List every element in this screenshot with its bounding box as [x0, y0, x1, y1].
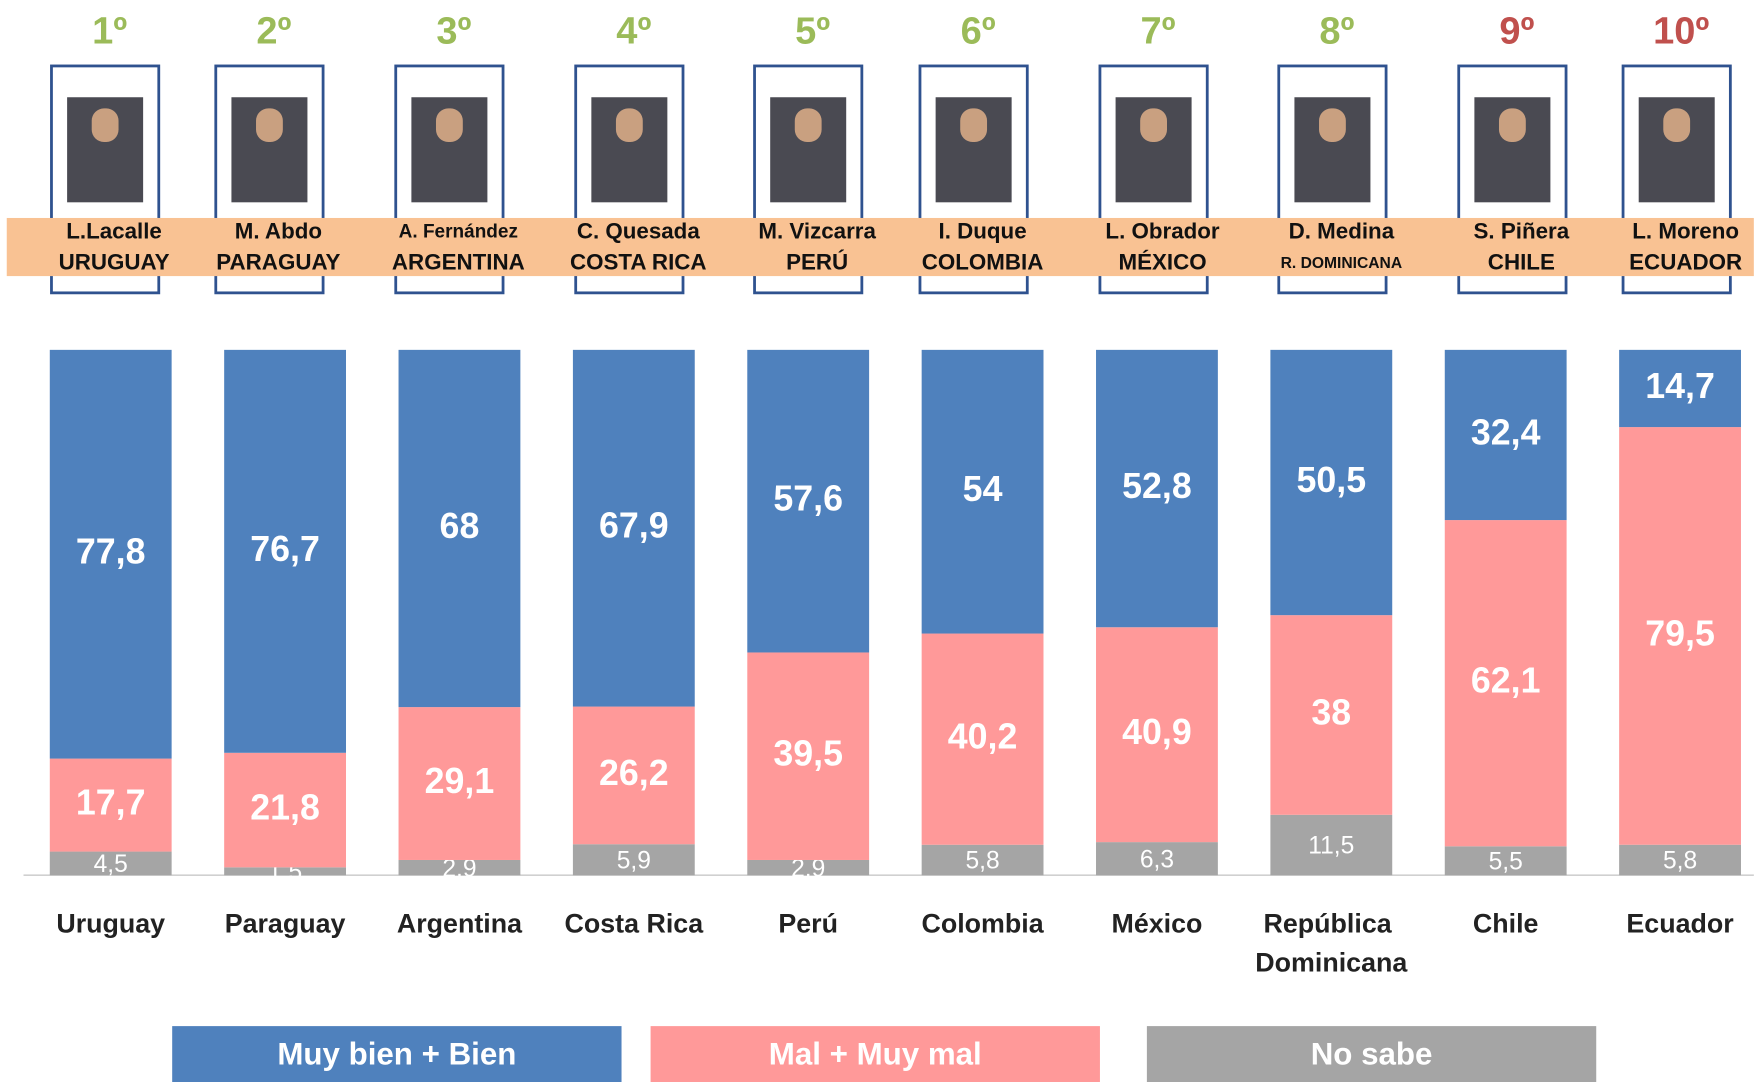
x-tick-label: Uruguay [56, 909, 165, 939]
data-label: 11,5 [1308, 833, 1354, 860]
leader-name: M. Vizcarra [758, 218, 876, 243]
x-tick-label: Ecuador [1626, 909, 1734, 939]
x-tick-label: Costa Rica [565, 909, 705, 939]
portrait-face [1319, 108, 1346, 142]
leader-country: PERÚ [786, 250, 848, 275]
portrait-face [960, 108, 987, 142]
portrait-face [256, 108, 283, 142]
portrait-face [436, 108, 463, 142]
data-label: 76,7 [250, 529, 320, 569]
chart: 1º 2º 3º 4º 5º 6º 7º 8º 9º 10º L.Lacalle URUGUAY M. … [0, 0, 1755, 1082]
portrait-face [795, 108, 822, 142]
leader-name: D. Medina [1289, 218, 1395, 243]
leader-country: MÉXICO [1118, 250, 1206, 275]
data-label: 67,9 [599, 506, 669, 546]
data-label: 26,2 [599, 753, 669, 793]
page: 1º 2º 3º 4º 5º 6º 7º 8º 9º 10º L.Lacalle URUGUAY M. … [0, 0, 1755, 1082]
rank: 9º [1499, 11, 1534, 53]
leader-name: L. Moreno [1632, 218, 1739, 243]
rank: 4º [616, 11, 651, 53]
data-label: 40,2 [948, 717, 1018, 757]
rank: 6º [961, 11, 996, 53]
leader-name: I. Duque [938, 218, 1026, 243]
data-label: 79,5 [1645, 613, 1715, 653]
data-label: 62,1 [1471, 661, 1541, 701]
portrait-face [616, 108, 643, 142]
rank: 1º [92, 11, 127, 53]
data-label: 5,5 [1489, 849, 1523, 876]
leader-country: COLOMBIA [922, 250, 1044, 275]
rank: 8º [1319, 11, 1354, 53]
leader-name: A. Fernández [399, 222, 518, 243]
data-label: 4,5 [94, 851, 128, 878]
x-tick-label: Argentina [397, 909, 523, 939]
portrait-face [1663, 108, 1690, 142]
leader-name: M. Abdo [235, 218, 322, 243]
data-label: 6,3 [1140, 846, 1174, 873]
portrait-face [1499, 108, 1526, 142]
leader-country: ARGENTINA [392, 250, 525, 275]
x-tick-label: Perú [778, 909, 838, 939]
rank: 7º [1141, 11, 1176, 53]
data-label: 17,7 [76, 783, 146, 823]
x-tick-label: Chile [1473, 909, 1539, 939]
leader-country: R. DOMINICANA [1281, 255, 1403, 272]
x-tick-label: México [1111, 909, 1202, 939]
leader-name: S. Piñera [1474, 218, 1570, 243]
data-label: 54 [963, 469, 1003, 509]
data-label: 38 [1311, 692, 1351, 732]
portrait-face [92, 108, 119, 142]
portrait-face [1140, 108, 1167, 142]
leader-name: C. Quesada [577, 218, 701, 243]
data-label: 68 [440, 506, 480, 546]
data-label: 5,9 [617, 847, 651, 874]
data-label: 39,5 [773, 734, 843, 774]
leader-name: L. Obrador [1105, 218, 1220, 243]
data-label: 77,8 [76, 532, 146, 572]
data-label: 21,8 [250, 788, 320, 828]
leader-country: PARAGUAY [216, 250, 340, 275]
data-label: 57,6 [773, 479, 843, 519]
data-label: 5,8 [1663, 848, 1697, 875]
legend-label: Mal + Muy mal [769, 1037, 982, 1072]
rank: 3º [436, 11, 471, 53]
leader-country: URUGUAY [59, 250, 170, 275]
legend-label: Muy bien + Bien [277, 1037, 516, 1072]
data-label: 40,9 [1122, 712, 1192, 752]
x-tick-label: Colombia [921, 909, 1044, 939]
data-label: 32,4 [1471, 412, 1541, 452]
leader-country: COSTA RICA [570, 250, 707, 275]
x-tick-label: Paraguay [225, 909, 346, 939]
data-label: 14,7 [1645, 366, 1715, 406]
leader-country: CHILE [1488, 250, 1555, 275]
rank: 5º [795, 11, 830, 53]
data-label: 52,8 [1122, 466, 1192, 506]
data-label: 29,1 [425, 761, 495, 801]
data-label: 50,5 [1297, 460, 1367, 500]
leader-country: ECUADOR [1629, 250, 1742, 275]
x-tick-label: República Dominicana [1255, 909, 1408, 978]
legend-label: No sabe [1311, 1037, 1433, 1072]
rank: 10º [1653, 11, 1709, 53]
rank: 2º [256, 11, 291, 53]
data-label: 5,8 [965, 848, 999, 875]
leader-name: L.Lacalle [66, 218, 162, 243]
